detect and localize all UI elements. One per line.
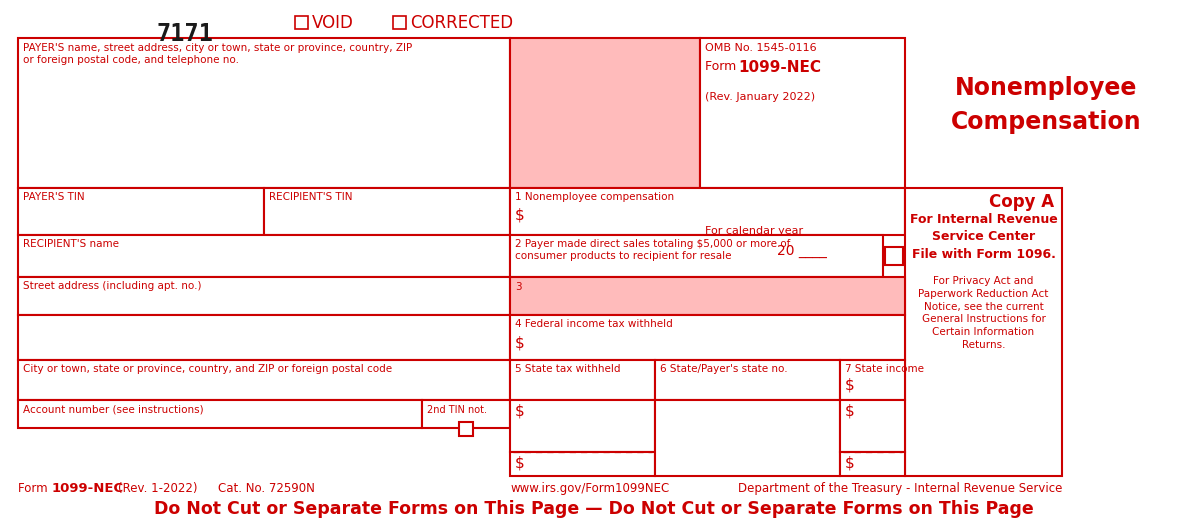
Text: City or town, state or province, country, and ZIP or foreign postal code: City or town, state or province, country… [23,364,392,374]
Bar [700,188,905,222]
Bar [510,315,905,360]
Bar [510,277,905,315]
Bar [18,360,510,400]
Text: 2nd TIN not.: 2nd TIN not. [426,405,487,415]
Text: For calendar year: For calendar year [704,226,803,236]
Text: Do Not Cut or Separate Forms on This Page — Do Not Cut or Separate Forms on This: Do Not Cut or Separate Forms on This Pag… [154,500,1034,518]
Bar [422,400,510,428]
Bar [510,360,655,400]
Bar [18,277,510,315]
Bar [510,188,905,235]
Text: $: $ [516,404,525,419]
Text: $: $ [845,378,854,393]
Text: OMB No. 1545-0116: OMB No. 1545-0116 [704,43,816,53]
Text: Street address (including apt. no.): Street address (including apt. no.) [23,281,202,291]
Bar [840,452,905,476]
Bar [18,235,510,277]
Text: (Rev. January 2022): (Rev. January 2022) [704,92,815,102]
Bar [264,188,510,235]
Bar [700,38,905,222]
Text: $: $ [516,456,525,471]
Text: Department of the Treasury - Internal Revenue Service: Department of the Treasury - Internal Re… [738,482,1062,495]
Bar [18,38,510,188]
Text: 1099-NEC: 1099-NEC [52,482,124,495]
Bar [18,400,422,428]
Bar [18,188,264,235]
Text: 1 Nonemployee compensation: 1 Nonemployee compensation [516,192,674,202]
Bar [459,422,473,436]
Bar [510,38,700,188]
Text: $: $ [516,335,525,350]
Text: 4 Federal income tax withheld: 4 Federal income tax withheld [516,319,672,329]
Bar [840,360,905,400]
Bar [510,452,655,476]
Bar [885,247,903,265]
Text: Cat. No. 72590N: Cat. No. 72590N [219,482,315,495]
Text: 1099-NEC: 1099-NEC [738,60,821,75]
Text: 5 State tax withheld: 5 State tax withheld [516,364,620,374]
Text: PAYER'S TIN: PAYER'S TIN [23,192,84,202]
Text: Nonemployee: Nonemployee [955,76,1138,100]
Text: 6 State/Payer's state no.: 6 State/Payer's state no. [661,364,788,374]
Text: 3: 3 [516,282,522,292]
Text: $: $ [845,456,854,471]
Text: CORRECTED: CORRECTED [410,14,513,32]
Text: Compensation: Compensation [952,110,1142,134]
Text: RECIPIENT'S name: RECIPIENT'S name [23,239,119,249]
Text: (Rev. 1-2022): (Rev. 1-2022) [118,482,197,495]
Text: Form: Form [704,60,740,73]
Bar [655,400,840,476]
Text: $: $ [516,208,525,223]
Text: Form: Form [18,482,51,495]
Text: 2 Payer made direct sales totaling $5,000 or more of
consumer products to recipi: 2 Payer made direct sales totaling $5,00… [516,239,790,261]
Bar [905,188,1062,476]
Text: 7171: 7171 [157,22,214,46]
Text: 20 ____: 20 ____ [777,244,827,258]
Bar [510,235,883,277]
Text: www.irs.gov/Form1099NEC: www.irs.gov/Form1099NEC [511,482,670,495]
Text: File with Form 1096.: File with Form 1096. [911,248,1055,261]
Text: 7 State income: 7 State income [845,364,924,374]
Text: For Privacy Act and
Paperwork Reduction Act
Notice, see the current
General Inst: For Privacy Act and Paperwork Reduction … [918,276,1049,350]
Text: Copy A: Copy A [988,193,1054,211]
Bar [393,16,406,29]
Text: For Internal Revenue
Service Center: For Internal Revenue Service Center [910,213,1057,243]
Bar [18,315,510,360]
Text: PAYER'S name, street address, city or town, state or province, country, ZIP
or f: PAYER'S name, street address, city or to… [23,43,412,65]
Bar [655,360,840,400]
Bar [510,400,655,452]
Bar [840,400,905,452]
Text: $: $ [845,404,854,419]
Bar [295,16,308,29]
Text: Account number (see instructions): Account number (see instructions) [23,404,203,414]
Text: VOID: VOID [312,14,354,32]
Text: RECIPIENT'S TIN: RECIPIENT'S TIN [268,192,353,202]
